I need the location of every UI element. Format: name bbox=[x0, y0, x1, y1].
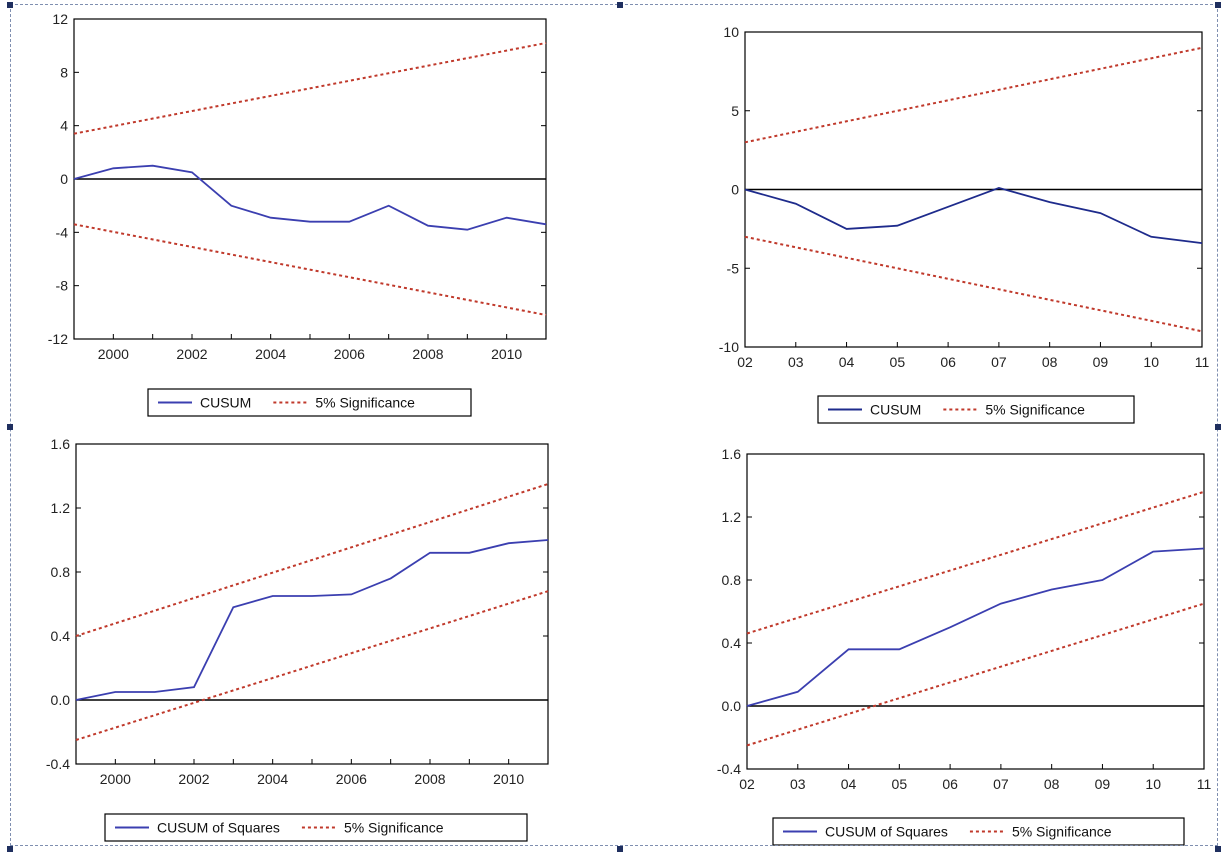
y-tick-label: 5 bbox=[731, 103, 739, 119]
x-tick-label: 05 bbox=[892, 776, 908, 792]
y-tick-label: -8 bbox=[56, 278, 69, 294]
y-tick-label: -4 bbox=[56, 224, 69, 240]
y-tick-label: 12 bbox=[52, 11, 68, 27]
y-tick-label: 4 bbox=[60, 118, 68, 134]
lower-significance-line bbox=[73, 223, 547, 316]
y-tick-label: 10 bbox=[723, 24, 739, 40]
legend-label: CUSUM bbox=[200, 395, 251, 411]
x-tick-label: 11 bbox=[1197, 776, 1212, 792]
x-tick-label: 08 bbox=[1042, 354, 1058, 370]
legend-label: CUSUM bbox=[870, 402, 921, 418]
x-tick-label: 03 bbox=[788, 354, 804, 370]
x-tick-label: 10 bbox=[1145, 776, 1161, 792]
x-tick-label: 2010 bbox=[493, 771, 524, 787]
x-tick-label: 10 bbox=[1143, 354, 1159, 370]
y-tick-label: 1.2 bbox=[51, 500, 71, 516]
lower-significance-line bbox=[746, 602, 1205, 747]
y-tick-label: 0.0 bbox=[51, 692, 71, 708]
plot-area bbox=[746, 453, 1205, 770]
x-tick-label: 11 bbox=[1195, 354, 1210, 370]
chart-legend: CUSUM of Squares 5% Significance bbox=[772, 817, 1185, 846]
x-tick-label: 2010 bbox=[491, 346, 522, 362]
plot-area bbox=[75, 443, 549, 765]
x-tick-label: 2008 bbox=[412, 346, 443, 362]
x-tick-label: 2002 bbox=[176, 346, 207, 362]
resize-handle-bottom-right[interactable] bbox=[1215, 846, 1221, 852]
x-tick-label: 2004 bbox=[257, 771, 288, 787]
y-tick-label: 1.6 bbox=[51, 436, 71, 452]
legend-label: CUSUM of Squares bbox=[825, 824, 948, 840]
legend-label: 5% Significance bbox=[344, 820, 444, 836]
x-tick-label: 07 bbox=[991, 354, 1007, 370]
x-tick-label: 04 bbox=[841, 776, 857, 792]
upper-significance-line bbox=[75, 483, 549, 637]
x-tick-label: 06 bbox=[942, 776, 958, 792]
y-tick-label: -10 bbox=[719, 339, 739, 355]
chart-panel-1: 12 8 4 0 -4 -8 -12 2000 2002 2004 2006 2008 2010 CUSU… bbox=[48, 11, 547, 417]
legend-box bbox=[147, 388, 472, 417]
y-tick-label: -5 bbox=[727, 260, 740, 276]
x-tick-label: 05 bbox=[890, 354, 906, 370]
cusum-line bbox=[75, 539, 549, 701]
x-tick-label: 2006 bbox=[336, 771, 367, 787]
legend-label: 5% Significance bbox=[315, 395, 415, 411]
resize-handle-top-right[interactable] bbox=[1215, 2, 1221, 8]
chart-legend: CUSUM 5% Significance bbox=[147, 388, 472, 417]
y-tick-label: 0 bbox=[731, 182, 739, 198]
resize-handle-middle-right[interactable] bbox=[1215, 424, 1221, 430]
y-tick-label: 1.2 bbox=[722, 509, 742, 525]
y-tick-label: -12 bbox=[48, 331, 68, 347]
x-tick-label: 09 bbox=[1093, 354, 1109, 370]
x-tick-label: 04 bbox=[839, 354, 855, 370]
y-tick-label: 0.4 bbox=[722, 635, 742, 651]
upper-significance-line bbox=[73, 42, 547, 135]
x-tick-label: 02 bbox=[739, 776, 755, 792]
x-tick-label: 2002 bbox=[178, 771, 209, 787]
y-tick-label: 8 bbox=[60, 64, 68, 80]
resize-handle-bottom-left[interactable] bbox=[7, 846, 13, 852]
x-tick-label: 07 bbox=[993, 776, 1009, 792]
x-tick-label: 2000 bbox=[98, 346, 129, 362]
y-tick-label: 1.6 bbox=[722, 446, 742, 462]
y-tick-label: 0.0 bbox=[722, 698, 742, 714]
y-tick-label: -0.4 bbox=[46, 756, 70, 772]
y-tick-label: 0.8 bbox=[722, 572, 742, 588]
x-tick-label: 2000 bbox=[100, 771, 131, 787]
y-tick-label: -0.4 bbox=[717, 761, 741, 777]
resize-handle-middle-left[interactable] bbox=[7, 424, 13, 430]
x-tick-label: 06 bbox=[940, 354, 956, 370]
chart-panel-3: 1.6 1.2 0.8 0.4 0.0 -0.4 2000 2002 2004 2006 2008 2… bbox=[46, 436, 549, 842]
legend-label: 5% Significance bbox=[985, 402, 1085, 418]
chart-panel-4: 1.6 1.2 0.8 0.4 0.0 -0.402 03 04 05 06 07 08 09 10 11 C… bbox=[717, 446, 1212, 846]
cusum-line bbox=[744, 186, 1203, 244]
chart-legend: CUSUM of Squares 5% Significance bbox=[104, 813, 528, 842]
x-tick-label: 09 bbox=[1095, 776, 1111, 792]
legend-label: CUSUM of Squares bbox=[157, 820, 280, 836]
cusum-line bbox=[73, 164, 547, 231]
x-tick-label: 03 bbox=[790, 776, 806, 792]
cusum-line bbox=[746, 547, 1205, 707]
resize-handle-top-left[interactable] bbox=[7, 2, 13, 8]
x-tick-label: 02 bbox=[737, 354, 753, 370]
x-tick-label: 2004 bbox=[255, 346, 286, 362]
lower-significance-line bbox=[75, 590, 549, 741]
resize-handle-bottom-center[interactable] bbox=[617, 846, 623, 852]
legend-label: 5% Significance bbox=[1012, 824, 1112, 840]
chart-legend: CUSUM 5% Significance bbox=[817, 395, 1135, 424]
y-tick-label: 0 bbox=[60, 171, 68, 187]
y-tick-label: 0.4 bbox=[51, 628, 71, 644]
x-tick-label: 2006 bbox=[334, 346, 365, 362]
x-tick-label: 2008 bbox=[414, 771, 445, 787]
resize-handle-top-center[interactable] bbox=[617, 2, 623, 8]
x-tick-label: 08 bbox=[1044, 776, 1060, 792]
y-tick-label: 0.8 bbox=[51, 564, 71, 580]
upper-significance-line bbox=[746, 490, 1205, 635]
